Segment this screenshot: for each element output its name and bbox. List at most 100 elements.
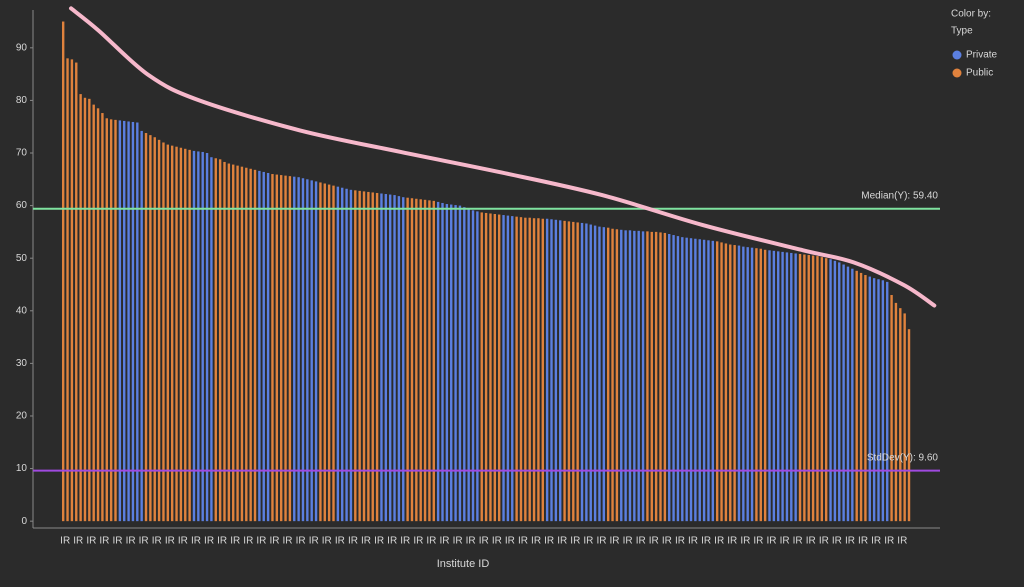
legend-swatch (952, 68, 962, 78)
bar (101, 113, 104, 522)
bar (689, 238, 693, 522)
bar (297, 177, 300, 522)
bar (737, 245, 741, 522)
bar (611, 228, 614, 522)
bar (423, 199, 427, 522)
bar (685, 237, 688, 522)
x-tick-label: IR (73, 536, 83, 547)
bar (92, 104, 95, 522)
bar (620, 229, 623, 522)
bar (419, 199, 422, 522)
bar (197, 151, 200, 522)
x-axis-title: Institute ID (437, 558, 490, 570)
bar (746, 247, 749, 522)
bar (811, 255, 815, 522)
bar (249, 168, 252, 522)
bar (606, 227, 610, 522)
bar (450, 204, 453, 522)
bar (829, 259, 832, 522)
x-tick-label: IR (479, 536, 489, 547)
bar (624, 230, 627, 522)
x-tick-label: IR (727, 536, 737, 547)
bar (358, 190, 361, 522)
bar (668, 233, 671, 522)
x-tick-label: IR (426, 536, 436, 547)
bar (894, 302, 898, 522)
bar (820, 257, 824, 522)
bar (397, 196, 401, 522)
bar (681, 237, 684, 522)
bar (415, 198, 418, 522)
bar (380, 193, 383, 522)
bar (598, 226, 601, 522)
bar (218, 159, 222, 522)
bar (127, 121, 130, 522)
bar (184, 148, 187, 522)
x-tick-label: IR (387, 536, 397, 547)
x-tick-label: IR (440, 536, 450, 547)
bar (436, 201, 440, 522)
x-tick-label: IR (557, 536, 567, 547)
x-tick-label: IR (256, 536, 266, 547)
bar (75, 62, 78, 522)
bar (907, 329, 911, 522)
bar (493, 214, 497, 522)
y-tick-label: 70 (16, 148, 28, 159)
bar (301, 178, 305, 522)
bar (153, 137, 156, 522)
bar (463, 207, 466, 522)
x-tick-label: IR (649, 536, 659, 547)
y-tick-label: 10 (16, 463, 28, 474)
bar (458, 205, 462, 522)
bar (109, 119, 113, 522)
bar (105, 118, 108, 522)
x-tick-label: IR (413, 536, 423, 547)
bar (511, 216, 514, 522)
x-tick-label: IR (217, 536, 227, 547)
x-tick-label: IR (596, 536, 606, 547)
x-tick-label: IR (518, 536, 528, 547)
x-tick-label: IR (740, 536, 750, 547)
bar (123, 120, 126, 522)
bar (672, 235, 675, 522)
bar (824, 258, 828, 522)
bar (406, 197, 409, 522)
bar (698, 239, 701, 522)
x-tick-label: IR (753, 536, 763, 547)
x-tick-label: IR (204, 536, 214, 547)
x-tick-label: IR (400, 536, 410, 547)
bar (480, 212, 483, 522)
bar (319, 182, 322, 522)
x-tick-label: IR (610, 536, 620, 547)
bar (537, 218, 540, 522)
bar (70, 59, 74, 522)
bar (245, 167, 248, 522)
bar (585, 223, 588, 522)
x-tick-label: IR (348, 536, 358, 547)
bar (541, 218, 544, 522)
bar (345, 188, 348, 522)
bar (275, 174, 279, 522)
x-tick-label: IR (361, 536, 371, 547)
bar (214, 158, 217, 522)
bar (877, 279, 880, 522)
x-tick-label: IR (845, 536, 855, 547)
bar (602, 227, 606, 522)
x-tick-label: IR (309, 536, 319, 547)
bar (210, 157, 213, 522)
bar (559, 220, 562, 522)
bar (646, 231, 649, 522)
bar (192, 150, 196, 522)
bar (794, 253, 797, 522)
bar (428, 200, 431, 522)
bar (589, 224, 592, 522)
x-tick-label: IR (884, 536, 894, 547)
x-tick-label: IR (623, 536, 633, 547)
bar (663, 232, 667, 522)
bar (676, 236, 680, 522)
bar (341, 187, 344, 522)
x-tick-label: IR (570, 536, 580, 547)
bar (293, 176, 296, 522)
bar (528, 217, 531, 522)
bar (707, 240, 710, 522)
